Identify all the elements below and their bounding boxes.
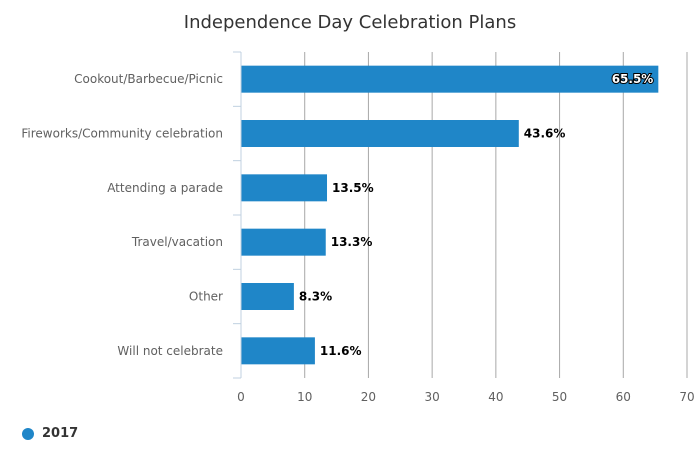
bar[interactable] bbox=[241, 228, 326, 256]
category-label: Travel/vacation bbox=[131, 235, 223, 249]
category-label: Other bbox=[189, 290, 223, 304]
x-tick-label: 30 bbox=[425, 390, 440, 404]
data-label: 11.6% bbox=[320, 344, 362, 358]
category-label: Cookout/Barbecue/Picnic bbox=[74, 72, 223, 86]
category-label: Will not celebrate bbox=[117, 344, 223, 358]
bars bbox=[241, 65, 659, 365]
x-tick-label: 20 bbox=[361, 390, 376, 404]
bar[interactable] bbox=[241, 283, 294, 310]
axes bbox=[233, 51, 242, 379]
data-label: 13.3% bbox=[331, 235, 373, 249]
x-tick-label: 50 bbox=[552, 390, 567, 404]
legend[interactable]: 2017 bbox=[22, 426, 78, 441]
data-label: 43.6% bbox=[524, 127, 566, 141]
category-label: Attending a parade bbox=[107, 181, 223, 195]
x-tick-label: 70 bbox=[679, 390, 694, 404]
bar[interactable] bbox=[241, 65, 659, 93]
x-tick-label: 0 bbox=[237, 390, 245, 404]
x-tick-label: 40 bbox=[488, 390, 503, 404]
data-label: 8.3% bbox=[299, 290, 332, 304]
x-tick-label: 10 bbox=[297, 390, 312, 404]
data-label: 13.5% bbox=[332, 181, 374, 195]
gridlines bbox=[304, 52, 688, 378]
labels: 0 10 20 30 40 50 60 70 Cookout/Barbecue/Picnic 65… bbox=[21, 71, 694, 404]
data-label: 65.5% bbox=[612, 72, 654, 86]
legend-marker bbox=[22, 427, 34, 440]
x-tick-label: 60 bbox=[616, 390, 631, 404]
bar[interactable] bbox=[241, 337, 315, 365]
category-label: Fireworks/Community celebration bbox=[21, 127, 223, 141]
legend-label: 2017 bbox=[42, 426, 79, 441]
bar[interactable] bbox=[241, 120, 519, 147]
chart-title: Independence Day Celebration Plans bbox=[184, 12, 516, 33]
bar[interactable] bbox=[241, 174, 328, 202]
